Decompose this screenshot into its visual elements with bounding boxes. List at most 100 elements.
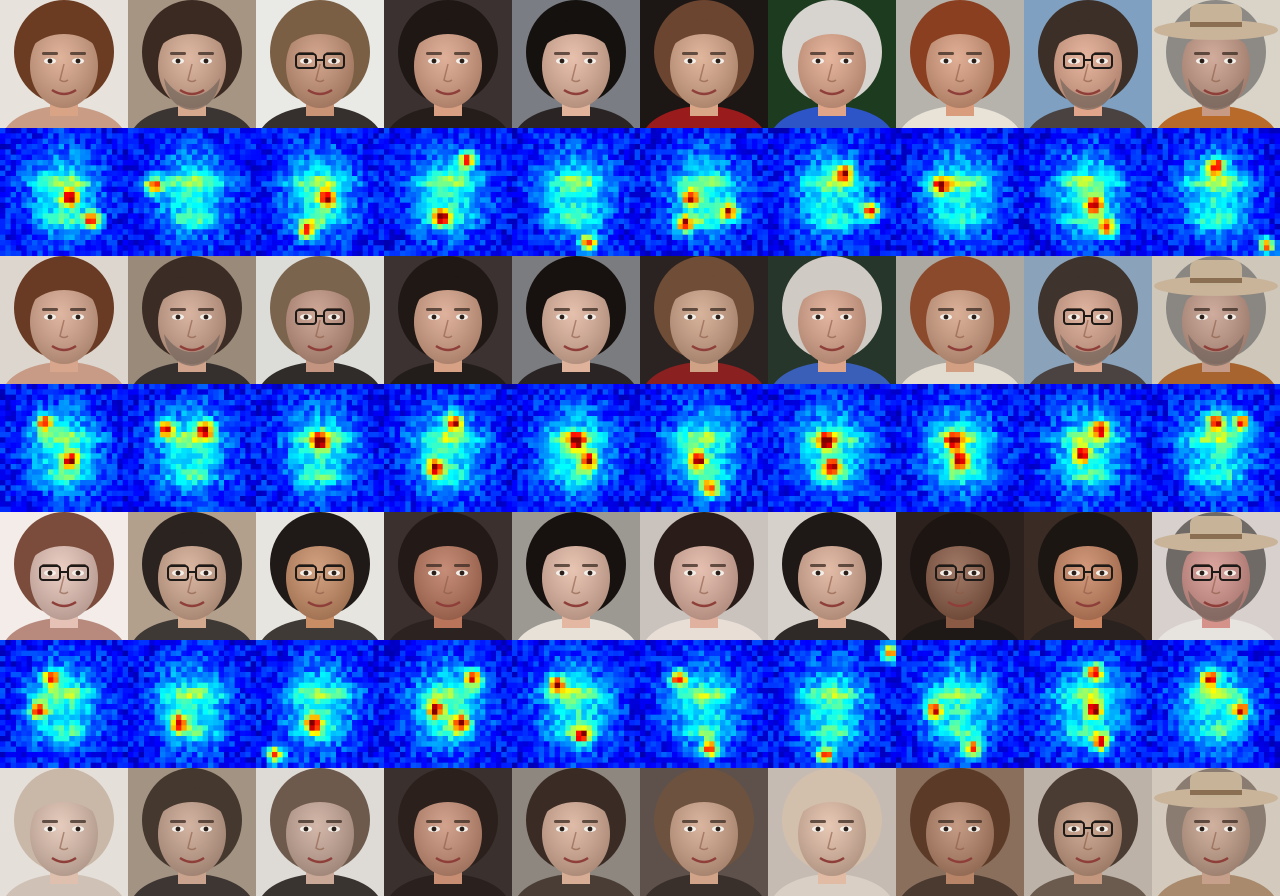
attention-heatmap <box>640 128 768 256</box>
heatmap-image-heatmap-original-2 <box>128 128 256 256</box>
heatmap-image-heatmap-original-5 <box>512 128 640 256</box>
face-picture <box>384 768 512 896</box>
face-picture <box>768 256 896 384</box>
heatmap-image-heatmap-reconstructed-2 <box>128 384 256 512</box>
heatmap-image-heatmap-reconstructed-7 <box>768 384 896 512</box>
face-image-identity-swapped-faces-4 <box>384 512 512 640</box>
face-picture <box>384 512 512 640</box>
face-picture <box>128 768 256 896</box>
face-image-identity-swapped-faces-8 <box>896 512 1024 640</box>
face-picture <box>1024 768 1152 896</box>
heatmap-image-heatmap-swapped-8 <box>896 640 1024 768</box>
face-image-identity-swapped-faces-3 <box>256 512 384 640</box>
face-picture <box>0 768 128 896</box>
heatmap-image-heatmap-original-7 <box>768 128 896 256</box>
face-image-blurred-faces-6 <box>640 768 768 896</box>
face-picture <box>512 256 640 384</box>
attention-heatmap <box>384 640 512 768</box>
face-image-original-faces-3 <box>256 0 384 128</box>
face-image-reconstructed-faces-5 <box>512 256 640 384</box>
face-picture <box>1024 512 1152 640</box>
face-image-reconstructed-faces-1 <box>0 256 128 384</box>
attention-heatmap <box>640 384 768 512</box>
face-picture <box>640 512 768 640</box>
face-picture <box>896 768 1024 896</box>
face-image-reconstructed-faces-8 <box>896 256 1024 384</box>
attention-heatmap <box>640 640 768 768</box>
face-image-blurred-faces-7 <box>768 768 896 896</box>
face-picture <box>128 256 256 384</box>
face-picture <box>640 256 768 384</box>
attention-heatmap <box>128 128 256 256</box>
attention-heatmap <box>256 384 384 512</box>
face-image-reconstructed-faces-6 <box>640 256 768 384</box>
heatmap-image-heatmap-original-8 <box>896 128 1024 256</box>
face-picture <box>128 0 256 128</box>
heatmap-image-heatmap-swapped-6 <box>640 640 768 768</box>
attention-heatmap <box>1152 640 1280 768</box>
face-picture <box>768 768 896 896</box>
face-picture <box>1024 256 1152 384</box>
face-picture <box>256 256 384 384</box>
face-image-reconstructed-faces-7 <box>768 256 896 384</box>
face-picture <box>640 768 768 896</box>
face-image-reconstructed-faces-9 <box>1024 256 1152 384</box>
attention-heatmap <box>896 128 1024 256</box>
heatmap-image-heatmap-original-10 <box>1152 128 1280 256</box>
face-image-identity-swapped-faces-6 <box>640 512 768 640</box>
face-image-blurred-faces-1 <box>0 768 128 896</box>
heatmap-image-heatmap-swapped-5 <box>512 640 640 768</box>
attention-heatmap <box>256 128 384 256</box>
face-image-reconstructed-faces-2 <box>128 256 256 384</box>
heatmap-image-heatmap-reconstructed-3 <box>256 384 384 512</box>
attention-heatmap <box>1024 640 1152 768</box>
face-image-identity-swapped-faces-7 <box>768 512 896 640</box>
heatmap-image-heatmap-reconstructed-1 <box>0 384 128 512</box>
attention-heatmap <box>0 384 128 512</box>
heatmap-image-heatmap-swapped-3 <box>256 640 384 768</box>
face-picture <box>1152 0 1280 128</box>
face-picture <box>640 0 768 128</box>
face-image-blurred-faces-2 <box>128 768 256 896</box>
face-picture <box>1152 256 1280 384</box>
face-picture <box>256 0 384 128</box>
face-image-blurred-faces-4 <box>384 768 512 896</box>
attention-heatmap <box>768 128 896 256</box>
face-picture <box>512 512 640 640</box>
attention-heatmap <box>512 640 640 768</box>
face-image-original-faces-2 <box>128 0 256 128</box>
heatmap-image-heatmap-original-4 <box>384 128 512 256</box>
attention-heatmap <box>128 384 256 512</box>
face-image-blurred-faces-9 <box>1024 768 1152 896</box>
face-image-blurred-faces-3 <box>256 768 384 896</box>
heatmap-image-heatmap-original-6 <box>640 128 768 256</box>
heatmap-image-heatmap-reconstructed-6 <box>640 384 768 512</box>
heatmap-image-heatmap-reconstructed-10 <box>1152 384 1280 512</box>
face-image-blurred-faces-8 <box>896 768 1024 896</box>
face-image-original-faces-7 <box>768 0 896 128</box>
face-picture <box>768 0 896 128</box>
heatmap-image-heatmap-swapped-2 <box>128 640 256 768</box>
face-image-original-faces-4 <box>384 0 512 128</box>
attention-heatmap <box>896 384 1024 512</box>
face-image-reconstructed-faces-3 <box>256 256 384 384</box>
heatmap-image-heatmap-swapped-10 <box>1152 640 1280 768</box>
heatmap-image-heatmap-original-1 <box>0 128 128 256</box>
face-picture <box>128 512 256 640</box>
heatmap-image-heatmap-reconstructed-9 <box>1024 384 1152 512</box>
attention-heatmap <box>512 128 640 256</box>
face-image-original-faces-1 <box>0 0 128 128</box>
face-image-original-faces-5 <box>512 0 640 128</box>
attention-heatmap <box>1152 128 1280 256</box>
face-picture <box>896 0 1024 128</box>
face-picture <box>384 256 512 384</box>
face-image-original-faces-10 <box>1152 0 1280 128</box>
face-picture <box>512 0 640 128</box>
face-picture <box>1152 768 1280 896</box>
face-picture <box>0 512 128 640</box>
attention-heatmap <box>384 128 512 256</box>
heatmap-image-heatmap-reconstructed-8 <box>896 384 1024 512</box>
heatmap-image-heatmap-reconstructed-5 <box>512 384 640 512</box>
heatmap-image-heatmap-reconstructed-4 <box>384 384 512 512</box>
face-picture <box>1152 512 1280 640</box>
